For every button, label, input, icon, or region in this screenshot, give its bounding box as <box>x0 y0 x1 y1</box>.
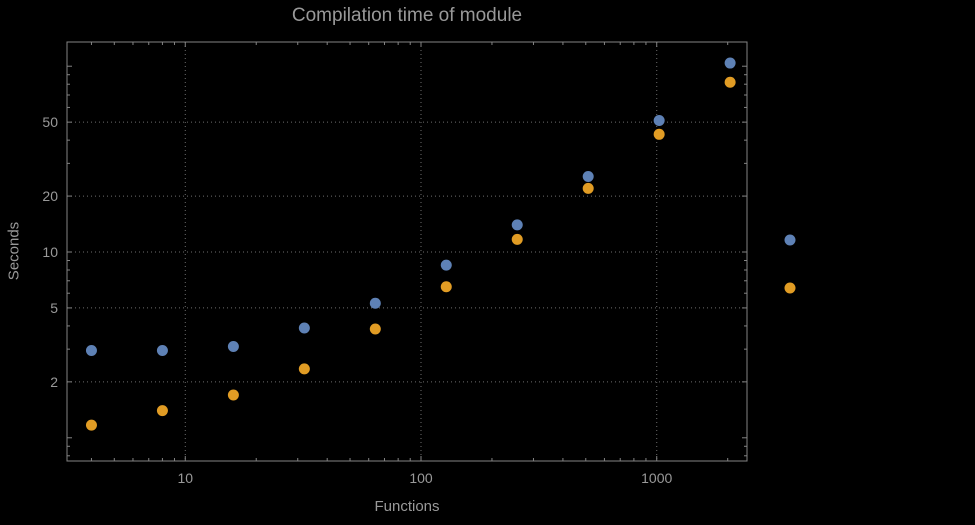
y-tick-label: 2 <box>50 374 58 390</box>
y-tick-label: 20 <box>42 188 58 204</box>
data-point-series-1 <box>582 170 594 182</box>
data-point-series-1 <box>85 345 97 357</box>
data-point-series-2 <box>724 76 736 88</box>
data-point-series-2 <box>369 323 381 335</box>
y-tick-label: 5 <box>50 300 58 316</box>
legend-marker <box>784 282 796 294</box>
data-point-series-2 <box>511 233 523 245</box>
x-tick-label: 100 <box>409 470 433 486</box>
x-tick-label: 1000 <box>641 470 672 486</box>
data-point-series-2 <box>298 363 310 375</box>
y-tick-label: 50 <box>42 114 58 130</box>
y-tick-label: 10 <box>42 244 58 260</box>
data-point-series-2 <box>440 281 452 293</box>
legend-marker <box>784 234 796 246</box>
data-point-series-1 <box>653 115 665 127</box>
data-point-series-1 <box>724 57 736 69</box>
data-point-series-2 <box>582 182 594 194</box>
x-axis-label: Functions <box>374 498 440 515</box>
data-point-series-2 <box>653 128 665 140</box>
data-point-series-2 <box>85 419 97 431</box>
data-point-series-1 <box>227 340 239 352</box>
plot-frame <box>66 41 748 462</box>
data-point-series-1 <box>511 219 523 231</box>
data-point-series-1 <box>369 297 381 309</box>
data-point-series-1 <box>156 345 168 357</box>
data-point-series-2 <box>227 389 239 401</box>
data-point-series-2 <box>156 405 168 417</box>
data-point-series-1 <box>440 259 452 271</box>
x-tick-label: 10 <box>177 470 193 486</box>
data-point-series-1 <box>298 322 310 334</box>
chart-title: Compilation time of module <box>291 5 523 26</box>
